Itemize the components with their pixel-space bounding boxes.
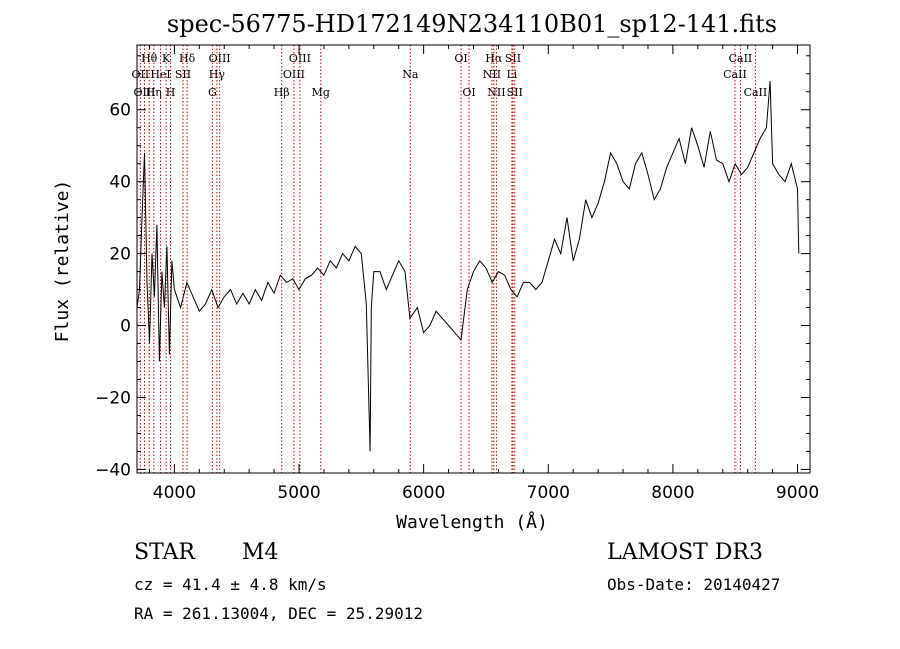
spectral-line-label: OIII: [209, 52, 231, 65]
spectral-line-label: Hα: [485, 52, 503, 65]
observation-date: Obs-Date: 20140427: [607, 575, 781, 594]
spectrum-series-line: [136, 80, 800, 452]
spectral-line-label: SII: [505, 52, 521, 65]
spectral-line-label: OIII: [283, 68, 305, 81]
spectral-line-label: Hθ: [141, 52, 158, 65]
spectral-line-label: OI: [462, 86, 475, 99]
spectral-line-label: Hβ: [274, 86, 290, 99]
spectral-line-label: K: [162, 52, 171, 65]
spectral-line-label: OIII: [133, 86, 155, 99]
x-axis-label: Wavelength (Å): [396, 511, 548, 533]
spectral-line-label: Hγ: [209, 68, 226, 81]
y-axis-label: Flux (relative): [52, 180, 73, 343]
spectral-lines-layer: Hθ OII OIII K HeI Hη Hδ SII H OIII Hγ G OIII OIII Hβ Mg…: [132, 45, 768, 473]
spectral-line-label: Hδ: [179, 52, 196, 65]
chart-title: spec-56775-HD172149N234110B01_sp12-141.f…: [167, 10, 777, 38]
spectral-line-label: NII: [487, 86, 505, 99]
ticks-layer: 4000 5000 6000 7000 8000 9000 −40 −20 0 20 40 60: [95, 45, 819, 503]
spectral-line-label: CaII: [744, 86, 768, 99]
plot-frame: [136, 44, 811, 474]
spectral-line-label: Na: [402, 68, 419, 81]
redshift-readout: cz = 41.4 ± 4.8 km/s: [134, 575, 327, 594]
survey-name: LAMOST DR3: [607, 540, 763, 565]
spectral-line-label: OII: [132, 68, 150, 81]
spectral-line-label: Mg: [312, 86, 330, 99]
spectral-line-label: OI: [454, 52, 467, 65]
object-subclass: M4: [242, 540, 279, 565]
y-tick-label: 0: [120, 317, 131, 337]
spectral-line-label: SII: [175, 68, 191, 81]
spectral-line-label: SII: [507, 86, 523, 99]
spectral-line-label: NII: [483, 68, 501, 81]
spectral-line-label: OIII: [289, 52, 311, 65]
y-tick-label: 60: [109, 101, 131, 121]
x-tick-label: 5000: [277, 483, 320, 503]
x-tick-label: 6000: [402, 483, 445, 503]
spectral-line-label: Hη: [146, 86, 162, 99]
spectral-line-label: HeI: [150, 68, 170, 81]
y-tick-label: −40: [95, 460, 131, 480]
x-tick-label: 7000: [527, 483, 570, 503]
x-tick-label: 8000: [651, 483, 694, 503]
x-tick-label: 9000: [776, 483, 819, 503]
y-tick-label: 40: [109, 173, 131, 193]
coordinates-readout: RA = 261.13004, DEC = 25.29012: [134, 604, 423, 623]
spectral-line-label: CaII: [723, 68, 747, 81]
spectral-line-label: H: [166, 86, 176, 99]
spectral-line-label: CaII: [729, 52, 753, 65]
spectral-line-label: Li: [506, 68, 517, 81]
object-class: STAR: [134, 540, 195, 565]
x-tick-label: 4000: [153, 483, 196, 503]
y-tick-label: −20: [95, 388, 131, 408]
y-tick-label: 20: [109, 245, 131, 265]
spectral-line-label: G: [208, 86, 217, 99]
series-layer: [136, 80, 800, 452]
